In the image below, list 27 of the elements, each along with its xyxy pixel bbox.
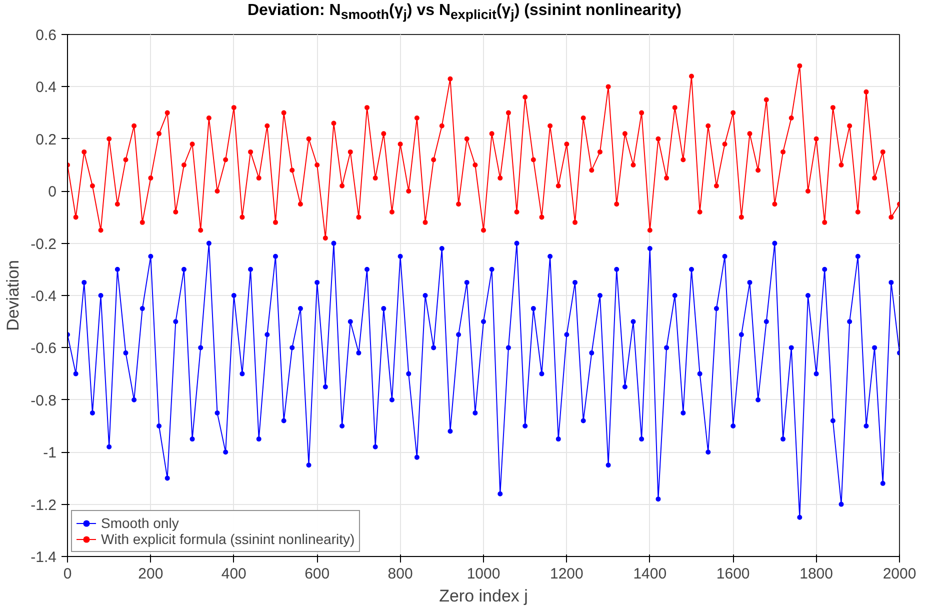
- x-tick-label: 1400: [633, 566, 667, 582]
- x-tick-label: 2000: [882, 566, 916, 582]
- x-tick-label: 1800: [800, 566, 833, 582]
- legend-label: Smooth only: [101, 515, 179, 531]
- x-axis-title: Zero index j: [439, 586, 528, 606]
- y-tick-label: 0: [48, 184, 56, 201]
- x-tick-label: 0: [63, 566, 72, 582]
- chart-title: Deviation: N$_{smooth}$(γ$_{j}$) vs N$_{explicit}$(γ$_{j}$) (ssinint nonlinearity): [248, 2, 682, 22]
- x-tick-label: 1200: [550, 566, 584, 582]
- legend-label: With explicit formula (ssinint nonlinearity): [101, 531, 355, 547]
- y-tick-label: -1: [43, 444, 57, 462]
- x-tick-label: 600: [304, 566, 330, 582]
- x-tick-label: 800: [388, 566, 413, 582]
- y-tick-label: 0.4: [36, 79, 57, 96]
- y-tick-label: 0.6: [36, 27, 57, 44]
- y-tick-label: -0.4: [30, 288, 57, 305]
- y-tick-label: -0.2: [30, 236, 57, 253]
- y-tick-label: 0.2: [36, 131, 57, 148]
- x-tick-label: 400: [221, 566, 246, 582]
- x-tick-label: 1000: [466, 566, 500, 582]
- y-tick-label: -0.8: [30, 392, 57, 410]
- y-tick-label: -1.2: [30, 496, 57, 514]
- y-tick-label: -0.6: [30, 340, 57, 358]
- y-axis-title: Deviation: [4, 260, 23, 331]
- y-tick-label: -1.4: [30, 549, 57, 566]
- x-tick-label: 1600: [716, 566, 750, 582]
- x-tick-label: 200: [138, 566, 164, 582]
